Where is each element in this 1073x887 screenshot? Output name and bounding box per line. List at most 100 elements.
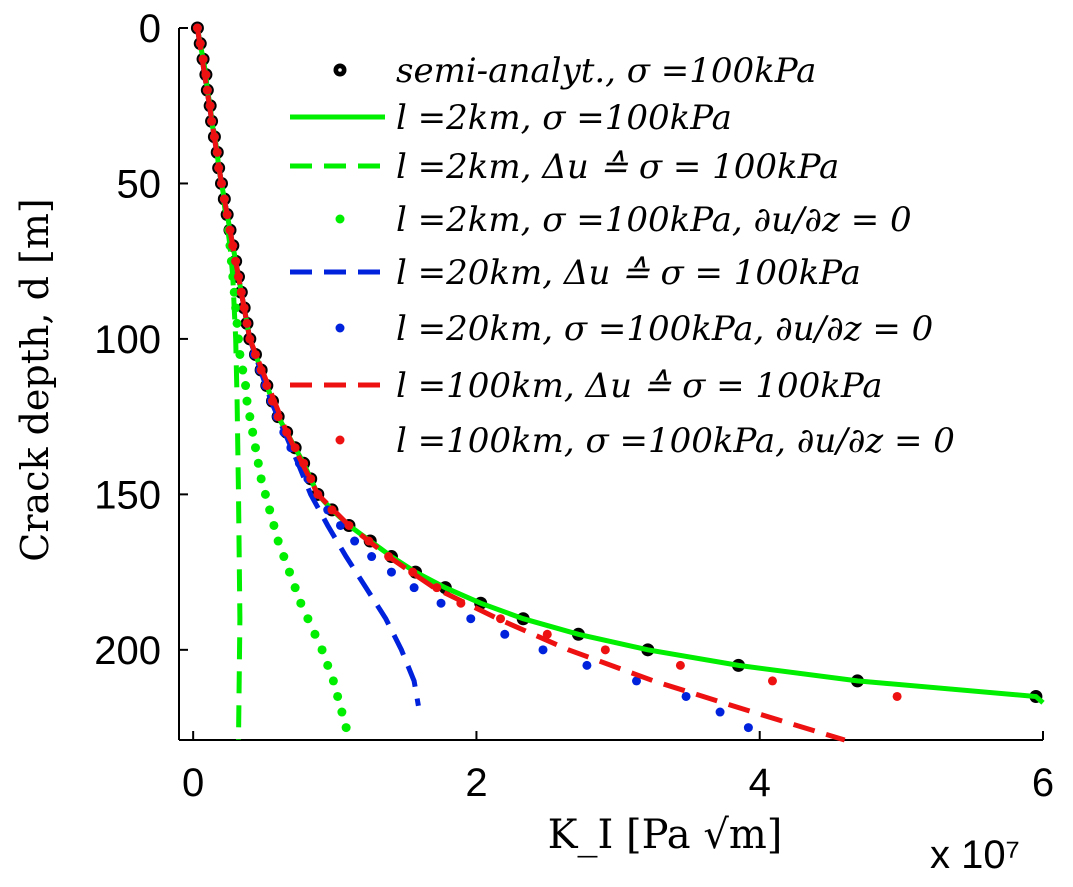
- point: [337, 707, 347, 717]
- point: [198, 54, 208, 64]
- point: [323, 660, 333, 670]
- point: [222, 210, 232, 220]
- y-tick-label: 100: [94, 318, 161, 362]
- point: [228, 241, 238, 251]
- point: [192, 23, 202, 33]
- point: [299, 458, 309, 468]
- point: [767, 676, 777, 686]
- x-axis-label: K_I [Pa √m]: [548, 812, 783, 858]
- point: [364, 536, 374, 546]
- point: [327, 505, 337, 515]
- legend-label: l =20km, Δu ≙ σ = 100kPa: [396, 253, 861, 293]
- point: [273, 536, 283, 546]
- point: [335, 520, 345, 530]
- y-tick-label: 50: [117, 162, 162, 206]
- point: [466, 614, 476, 624]
- point: [456, 598, 466, 608]
- point: [384, 552, 394, 562]
- point: [239, 303, 249, 313]
- legend-marker: [335, 323, 345, 333]
- point: [225, 225, 235, 235]
- point: [743, 723, 753, 733]
- legend-label: l =20km, σ =100kPa, ∂u/∂z = 0: [396, 309, 933, 349]
- point: [205, 101, 215, 111]
- point: [265, 505, 275, 515]
- point: [500, 629, 510, 639]
- point: [195, 39, 205, 49]
- x-tick-label: 4: [749, 761, 771, 805]
- point: [350, 536, 360, 546]
- point: [367, 552, 377, 562]
- legend-label: l =100km, σ =100kPa, ∂u/∂z = 0: [396, 421, 955, 461]
- legend-label: l =2km, σ =100kPa: [396, 98, 732, 138]
- point: [269, 520, 279, 530]
- point: [333, 691, 343, 701]
- point: [582, 660, 592, 670]
- point: [219, 194, 229, 204]
- point: [317, 645, 327, 655]
- point: [290, 583, 300, 593]
- point: [313, 489, 323, 499]
- point: [248, 427, 258, 437]
- dashed-line: [194, 27, 421, 707]
- legend-label: l =2km, σ =100kPa, ∂u/∂z = 0: [396, 200, 912, 240]
- point: [216, 178, 226, 188]
- point: [284, 567, 294, 577]
- point: [233, 272, 243, 282]
- point: [409, 583, 419, 593]
- point: [238, 365, 248, 375]
- point: [282, 427, 292, 437]
- point: [253, 458, 263, 468]
- point: [229, 287, 239, 297]
- point: [250, 443, 260, 453]
- point: [273, 412, 283, 422]
- point: [310, 629, 320, 639]
- point: [231, 256, 241, 266]
- point: [241, 381, 251, 391]
- legend-marker-center: [338, 68, 342, 72]
- point: [436, 598, 446, 608]
- point: [233, 334, 243, 344]
- y-axis-label: Crack depth, d [m]: [13, 198, 57, 561]
- point: [290, 443, 300, 453]
- legend-label: l =100km, Δu ≙ σ = 100kPa: [396, 366, 883, 406]
- legend-label: l =2km, Δu ≙ σ = 100kPa: [396, 147, 839, 187]
- x-tick-label: 6: [1032, 761, 1054, 805]
- point: [432, 583, 442, 593]
- legend-marker: [335, 435, 345, 445]
- point: [256, 474, 266, 484]
- point: [267, 396, 277, 406]
- point: [242, 396, 252, 406]
- point: [408, 567, 418, 577]
- point: [538, 645, 548, 655]
- point: [207, 116, 217, 126]
- legend-label: semi-analyt., σ =100kPa: [396, 51, 816, 91]
- y-tick-label: 200: [94, 629, 161, 673]
- point: [256, 365, 266, 375]
- x-tick-label: 2: [465, 761, 487, 805]
- point: [328, 676, 338, 686]
- point: [232, 318, 242, 328]
- point: [214, 163, 224, 173]
- legend-marker: [335, 214, 345, 224]
- point: [681, 691, 691, 701]
- point: [279, 552, 289, 562]
- point: [235, 349, 245, 359]
- point: [341, 723, 351, 733]
- y-tick-label: 150: [94, 473, 161, 517]
- point: [212, 147, 222, 157]
- y-tick-label: 0: [139, 7, 161, 51]
- point: [344, 520, 354, 530]
- point: [715, 707, 725, 717]
- point: [245, 334, 255, 344]
- point: [245, 412, 255, 422]
- point: [250, 349, 260, 359]
- point: [296, 598, 306, 608]
- x-multiplier: x 10⁷: [930, 833, 1020, 877]
- point: [303, 614, 313, 624]
- point: [242, 318, 252, 328]
- point: [496, 614, 506, 624]
- point: [262, 381, 272, 391]
- point: [260, 489, 270, 499]
